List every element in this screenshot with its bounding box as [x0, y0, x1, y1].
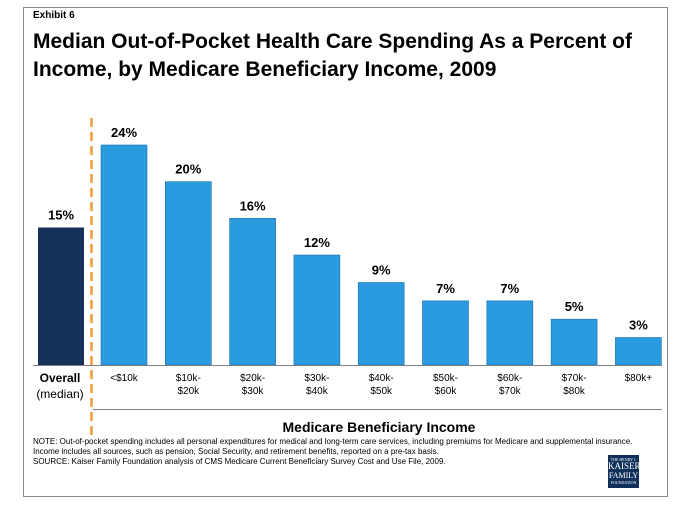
tick-label: $50k [370, 386, 393, 397]
x-axis-title: Medicare Beneficiary Income [283, 419, 476, 435]
bar [293, 254, 341, 366]
bar [165, 181, 212, 366]
tick-label: $70k [499, 386, 522, 397]
logo-line-3: FAMILY [608, 471, 639, 480]
tick-label: $40k [306, 386, 329, 397]
bar [422, 300, 469, 366]
tick-label: <$10k [110, 373, 139, 384]
source-text: SOURCE: Kaiser Family Foundation analysi… [33, 457, 446, 466]
data-label: 9% [372, 263, 391, 278]
tick-label: $70k- [562, 373, 587, 384]
note-text: NOTE: Out-of-pocket spending includes al… [33, 437, 633, 456]
tick-label: $30k [242, 386, 265, 397]
data-label: 20% [175, 162, 201, 177]
tick-label: $60k [435, 386, 458, 397]
logo-line-4: FOUNDATION [610, 480, 637, 485]
logo-line-1: THE HENRY J. [610, 457, 637, 462]
bar [615, 337, 662, 366]
data-label: 5% [565, 299, 584, 314]
tick-label: $20k [177, 386, 200, 397]
data-label: 12% [304, 235, 330, 250]
tick-label: $50k- [433, 373, 458, 384]
exhibit-frame [23, 7, 668, 497]
tick-label: $20k- [240, 373, 265, 384]
tick-label: $30k- [304, 373, 329, 384]
chart-title: Median Out-of-Pocket Health Care Spendin… [33, 30, 632, 81]
data-label: 3% [629, 318, 648, 333]
bar [229, 218, 276, 366]
tick-label-overall: Overall [40, 371, 81, 385]
tick-label: $40k- [369, 373, 394, 384]
chart-notes: NOTE: Out-of-pocket spending includes al… [33, 437, 633, 467]
data-label: 7% [500, 281, 519, 296]
kff-logo: THE HENRY J. KAISER FAMILY FOUNDATION [608, 455, 641, 488]
logo-line-2: KAISER [608, 461, 641, 471]
data-label: 24% [111, 125, 137, 140]
data-label: 7% [436, 281, 455, 296]
data-label: 16% [240, 198, 266, 213]
tick-label: $80k [563, 386, 586, 397]
bar-overall [38, 227, 84, 365]
exhibit-content: Exhibit 6 Median Out-of-Pocket Health Ca… [23, 7, 668, 497]
tick-label: $80k+ [625, 373, 653, 384]
tick-label-overall-sub: (median) [36, 387, 83, 401]
bar [486, 300, 534, 366]
tick-label: $10k- [176, 373, 201, 384]
data-label-overall: 15% [48, 208, 74, 223]
tick-label: $60k- [497, 373, 522, 384]
bar [550, 318, 598, 366]
bar [100, 144, 148, 366]
exhibit-label: Exhibit 6 [33, 10, 75, 21]
bar [357, 282, 405, 366]
